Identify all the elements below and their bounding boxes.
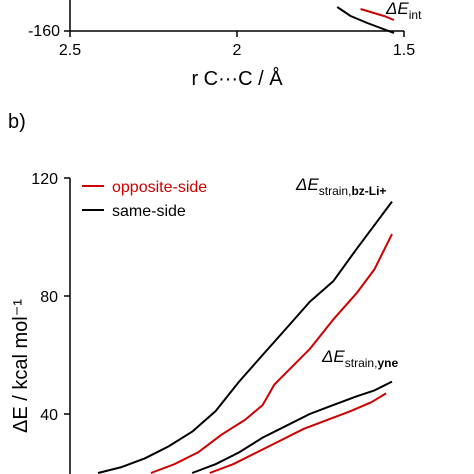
annotation-sub: strain,	[319, 184, 352, 198]
panel-b-y-tick-label: 120	[31, 171, 58, 188]
panel-b-y-ticks: 40 80 120	[31, 171, 70, 424]
panel-a-series	[336, 6, 395, 34]
legend-label-same-side: same-side	[112, 203, 186, 220]
panel-b-series	[97, 201, 393, 474]
panel-a-series-line-1	[336, 6, 395, 34]
annotation-main: ΔE	[321, 347, 345, 366]
panel-b-label: b)	[8, 111, 26, 133]
panel-b-series-line-yne-opposite-side	[209, 392, 387, 474]
panel-a-annotation: ΔEint	[385, 0, 422, 22]
panel-a-series-line-0	[360, 8, 395, 21]
annotation-main: ΔE	[385, 0, 409, 18]
annotation-sub-bold: bz-Li+	[351, 184, 386, 198]
legend: opposite-side same-side	[82, 179, 207, 220]
annotation-sub: strain,	[345, 356, 378, 370]
annotation-sub: int	[409, 8, 422, 22]
panel-b-y-tick-label: 40	[40, 407, 58, 424]
annotation-main: ΔE	[295, 175, 319, 194]
panel-a-x-tick-label: 2.5	[59, 42, 81, 59]
panel-b-y-axis-title: ΔE / kcal mol⁻¹	[10, 299, 32, 433]
annotation-sub-bold: yne	[377, 356, 398, 370]
panel-b: 40 80 120 ΔE / kcal mol⁻¹ opposite-side sa…	[10, 171, 398, 474]
panel-a: -160 2.5 2 1.5 r C···C / Å ΔEint	[28, 0, 422, 90]
panel-a-x-tick-label: 1.5	[393, 42, 415, 59]
panel-a-x-tick-label: 2	[233, 42, 242, 59]
panel-a-y-tick-label: -160	[28, 23, 60, 40]
panel-b-y-tick-label: 80	[40, 289, 58, 306]
panel-b-series-line-yne-same-side	[191, 380, 393, 474]
panel-b-series-line-bz-Li+-opposite-side	[150, 233, 393, 474]
panel-a-x-axis-title: r C···C / Å	[191, 67, 283, 90]
annotation-strain-yne: ΔEstrain,yne	[321, 347, 398, 370]
annotation-strain-bz-li: ΔEstrain,bz-Li+	[295, 175, 386, 198]
legend-label-opposite-side: opposite-side	[112, 179, 207, 196]
panel-b-series-line-bz-Li+-same-side	[97, 201, 393, 474]
